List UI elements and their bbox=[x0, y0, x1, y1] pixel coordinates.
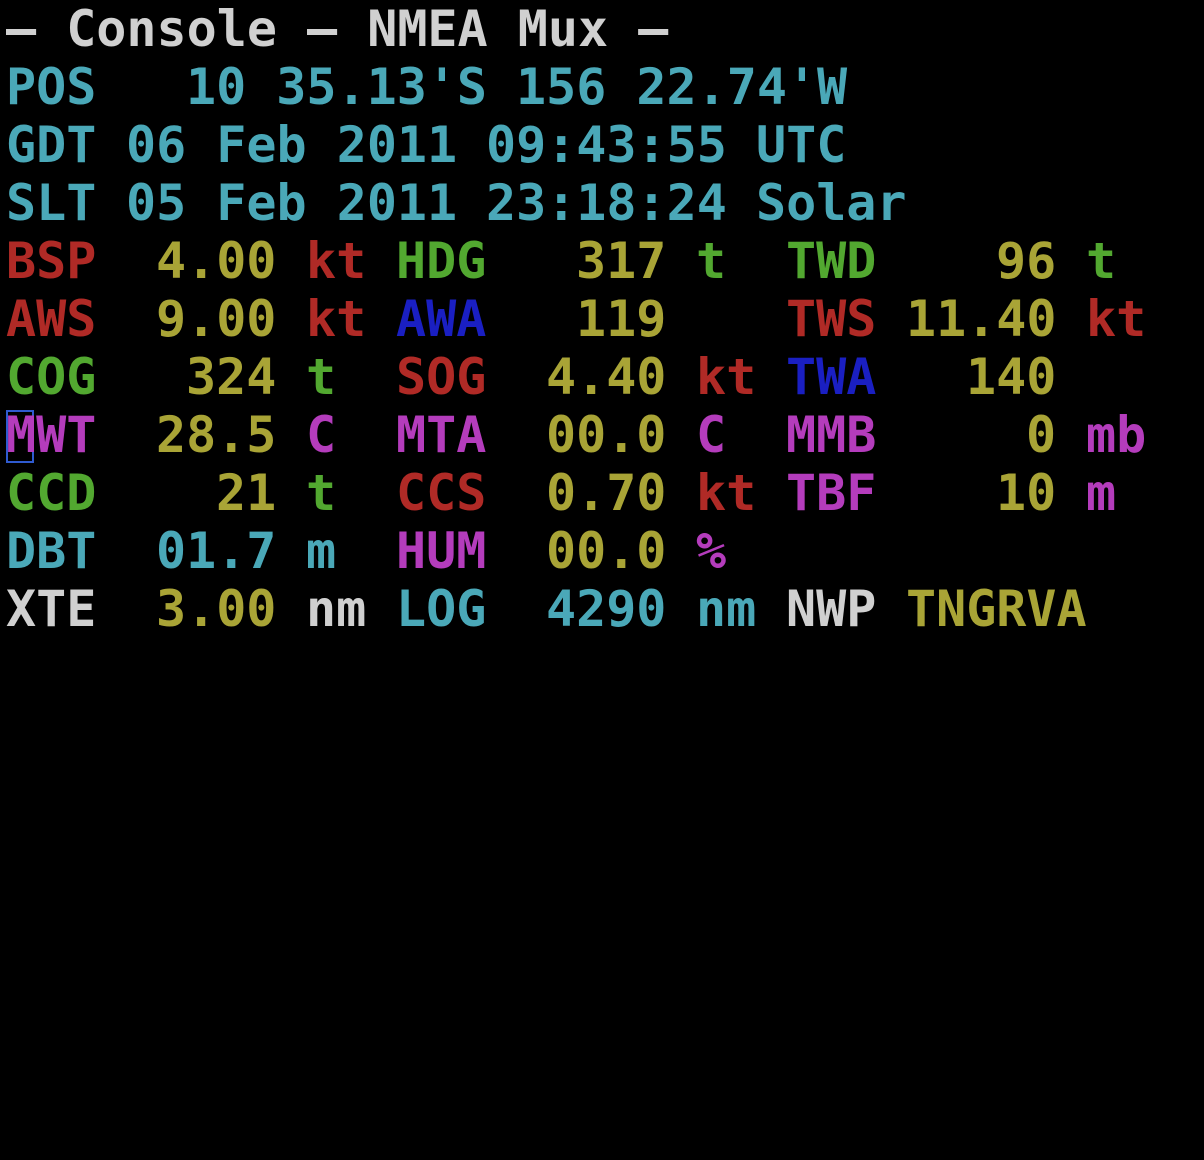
ccd-unit: t bbox=[306, 464, 337, 522]
instrument-row: MWT 28.5 C MTA 00.0 C MMB 0 mb bbox=[6, 406, 1146, 464]
mmb-value: 0 bbox=[1026, 406, 1057, 464]
twd-value: 96 bbox=[996, 232, 1057, 290]
gps-date-value: 06 Feb 2011 bbox=[126, 116, 458, 174]
nwp-label: NWP bbox=[786, 580, 877, 638]
latitude-value: 10 35.13'S bbox=[186, 58, 488, 116]
ccd-value: 21 bbox=[216, 464, 277, 522]
awa-label: AWA bbox=[396, 290, 487, 348]
mmb-unit: mb bbox=[1086, 406, 1147, 464]
hdg-unit: t bbox=[696, 232, 727, 290]
longitude-value: 156 22.74'W bbox=[516, 58, 848, 116]
cog-value: 324 bbox=[186, 348, 277, 406]
instrument-row: COG 324 t SOG 4.40 kt TWA 140 bbox=[6, 348, 1056, 406]
log-value: 4290 bbox=[546, 580, 667, 638]
tws-unit: kt bbox=[1086, 290, 1147, 348]
aws-label: AWS bbox=[6, 290, 97, 348]
cog-unit: t bbox=[306, 348, 337, 406]
xte-unit: nm bbox=[306, 580, 367, 638]
instrument-row: AWS 9.00 kt AWA 119 TWS 11.40 kt bbox=[6, 290, 1146, 348]
bsp-label: BSP bbox=[6, 232, 97, 290]
position-label: POS bbox=[6, 58, 97, 116]
log-unit: nm bbox=[696, 580, 757, 638]
gps-time-value: 09:43:55 bbox=[486, 116, 727, 174]
log-label: LOG bbox=[396, 580, 487, 638]
solar-time-value: 23:18:24 bbox=[486, 174, 727, 232]
ccd-label: CCD bbox=[6, 464, 97, 522]
terminal-cursor bbox=[6, 410, 34, 463]
tbf-value: 10 bbox=[996, 464, 1057, 522]
mta-value: 00.0 bbox=[546, 406, 667, 464]
solar-time-label: SLT bbox=[6, 174, 97, 232]
bsp-value: 4.00 bbox=[156, 232, 277, 290]
dbt-label: DBT bbox=[6, 522, 97, 580]
twa-label: TWA bbox=[786, 348, 877, 406]
solar-time-row: SLT 05 Feb 2011 23:18:24 Solar bbox=[6, 174, 907, 232]
gps-time-row: GDT 06 Feb 2011 09:43:55 UTC bbox=[6, 116, 846, 174]
nwp-value: TNGRVA bbox=[906, 580, 1087, 638]
bsp-unit: kt bbox=[306, 232, 367, 290]
ccs-value: 0.70 bbox=[546, 464, 667, 522]
mta-label: MTA bbox=[396, 406, 487, 464]
mta-unit: C bbox=[696, 406, 727, 464]
instrument-row: BSP 4.00 kt HDG 317 t TWD 96 t bbox=[6, 232, 1116, 290]
navigation-row: XTE 3.00 nm LOG 4290 nm NWP TNGRVA bbox=[6, 580, 1087, 638]
hdg-label: HDG bbox=[396, 232, 487, 290]
console-title-row: – Console – NMEA Mux – bbox=[6, 0, 668, 58]
hum-value: 00.0 bbox=[546, 522, 667, 580]
xte-label: XTE bbox=[6, 580, 97, 638]
aws-value: 9.00 bbox=[156, 290, 277, 348]
sog-label: SOG bbox=[396, 348, 487, 406]
xte-value: 3.00 bbox=[156, 580, 277, 638]
hdg-value: 317 bbox=[576, 232, 667, 290]
solar-date-value: 05 Feb 2011 bbox=[126, 174, 458, 232]
gps-zone-value: UTC bbox=[756, 116, 847, 174]
hum-label: HUM bbox=[396, 522, 487, 580]
sog-unit: kt bbox=[696, 348, 757, 406]
terminal-screen[interactable]: – Console – NMEA Mux – POS 10 35.13'S 15… bbox=[6, 0, 1202, 660]
mwt-label: MWT bbox=[6, 406, 97, 464]
mwt-value: 28.5 bbox=[156, 406, 277, 464]
tws-label: TWS bbox=[786, 290, 877, 348]
twd-unit: t bbox=[1086, 232, 1117, 290]
instrument-row: DBT 01.7 m HUM 00.0 % bbox=[6, 522, 726, 580]
tbf-label: TBF bbox=[786, 464, 877, 522]
tws-value: 11.40 bbox=[906, 290, 1057, 348]
dbt-unit: m bbox=[306, 522, 337, 580]
ccs-label: CCS bbox=[396, 464, 487, 522]
ccs-unit: kt bbox=[696, 464, 757, 522]
mmb-label: MMB bbox=[786, 406, 877, 464]
mwt-unit: C bbox=[306, 406, 337, 464]
cog-label: COG bbox=[6, 348, 97, 406]
position-row: POS 10 35.13'S 156 22.74'W bbox=[6, 58, 847, 116]
gps-time-label: GDT bbox=[6, 116, 97, 174]
solar-zone-value: Solar bbox=[756, 174, 907, 232]
console-title: – Console – NMEA Mux – bbox=[6, 0, 669, 58]
dbt-value: 01.7 bbox=[156, 522, 277, 580]
twd-label: TWD bbox=[786, 232, 877, 290]
twa-value: 140 bbox=[966, 348, 1057, 406]
awa-value: 119 bbox=[576, 290, 667, 348]
sog-value: 4.40 bbox=[546, 348, 667, 406]
tbf-unit: m bbox=[1086, 464, 1117, 522]
instrument-row: CCD 21 t CCS 0.70 kt TBF 10 m bbox=[6, 464, 1116, 522]
aws-unit: kt bbox=[306, 290, 367, 348]
hum-unit: % bbox=[696, 522, 727, 580]
